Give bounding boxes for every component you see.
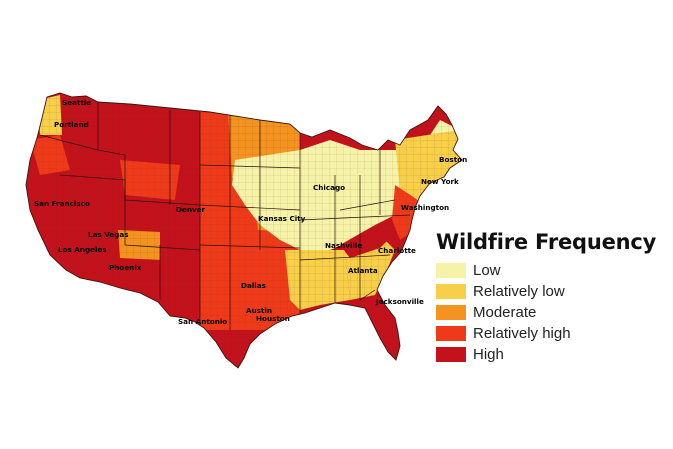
city-new-york: New York [421, 177, 459, 186]
legend-title: Wildfire Frequency [436, 230, 657, 254]
city-phoenix: Phoenix [109, 263, 142, 272]
state-borders [39, 100, 411, 330]
swatch-relatively-low [436, 284, 466, 299]
city-kansas-city: Kansas City [258, 214, 306, 223]
swatch-relatively-high [436, 326, 466, 341]
city-denver: Denver [176, 205, 206, 214]
city-san-antonio: San Antonio [178, 317, 227, 326]
city-dallas: Dallas [241, 281, 266, 290]
city-atlanta: Atlanta [348, 266, 378, 275]
legend-item-relatively-high: Relatively high [436, 323, 672, 344]
swatch-moderate [436, 305, 466, 320]
city-las-vegas: Las Vegas [88, 230, 129, 239]
legend-item-high: High [436, 344, 672, 365]
city-los-angeles: Los Angeles [58, 245, 107, 254]
city-washington: Washington [401, 203, 449, 212]
city-nashville: Nashville [325, 241, 362, 250]
city-charlotte: Charlotte [378, 246, 416, 255]
city-houston: Houston [256, 314, 290, 323]
legend-label: Moderate [473, 304, 537, 321]
legend-label: Low [473, 262, 501, 279]
city-chicago: Chicago [313, 183, 345, 192]
legend-item-relatively-low: Relatively low [436, 281, 672, 302]
city-jacksonville: Jacksonville [375, 297, 424, 306]
city-labels: Seattle Portland San Francisco Las Vegas… [34, 98, 467, 326]
swatch-low [436, 263, 466, 278]
legend-item-low: Low [436, 260, 672, 281]
city-boston: Boston [439, 155, 467, 164]
swatch-high [436, 347, 466, 362]
legend-label: High [473, 346, 504, 363]
legend: Wildfire Frequency Low Relatively low Mo… [436, 230, 672, 365]
city-austin: Austin [246, 306, 272, 315]
legend-item-moderate: Moderate [436, 302, 672, 323]
city-seattle: Seattle [62, 98, 91, 107]
city-san-francisco: San Francisco [34, 199, 90, 208]
legend-label: Relatively low [473, 283, 565, 300]
legend-label: Relatively high [473, 325, 571, 342]
city-portland: Portland [54, 120, 89, 129]
